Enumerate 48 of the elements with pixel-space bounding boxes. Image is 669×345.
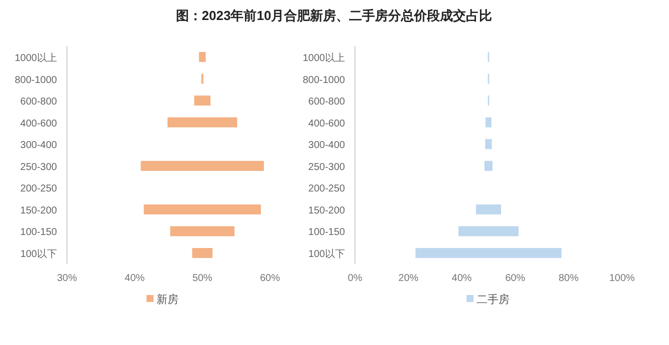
- y-tick-label: 250-300: [20, 162, 58, 173]
- bar: [167, 117, 238, 128]
- bar: [484, 160, 493, 171]
- y-tick-label: 600-800: [308, 96, 346, 108]
- y-tick-label: 200-250: [20, 184, 58, 195]
- y-tick-label: 600-800: [20, 96, 58, 108]
- bar: [144, 204, 261, 214]
- legend-label: 新房: [156, 293, 178, 306]
- y-tick-label: 300-400: [20, 140, 58, 152]
- y-tick-label: 100-150: [308, 227, 346, 238]
- y-tick-label: 200-250: [308, 184, 346, 195]
- y-tick-label: 400-600: [308, 118, 346, 130]
- bar: [476, 204, 502, 214]
- x-tick-label: 40%: [452, 273, 472, 284]
- bar: [198, 52, 206, 62]
- text: 图：2023年前10月合肥新房、二手房分总价段成交占比: [176, 8, 492, 23]
- y-tick-label: 100以下: [308, 248, 345, 260]
- y-tick-label: 800-1000: [14, 74, 58, 86]
- legend: 二手房: [466, 294, 510, 306]
- x-tick-label: 60%: [505, 273, 526, 284]
- bar: [458, 226, 519, 236]
- x-tick-label: 20%: [398, 273, 419, 284]
- y-tick-label: 150-200: [20, 205, 58, 216]
- y-tick-label: 100-150: [20, 227, 58, 238]
- y-tick-label: 300-400: [308, 140, 346, 152]
- y-tick-label: 250-300: [308, 162, 346, 173]
- legend-label: 二手房: [476, 293, 510, 306]
- y-tick-label: 1000以上: [302, 52, 345, 64]
- bar: [486, 117, 492, 128]
- y-tick-label: 800-1000: [302, 74, 346, 86]
- x-tick-label: 60%: [260, 273, 280, 284]
- legend: 新房: [146, 294, 178, 306]
- x-tick-label: 30%: [56, 273, 78, 284]
- bar: [140, 160, 264, 171]
- bar: [415, 248, 562, 258]
- bar: [170, 226, 234, 236]
- x-tick-label: 80%: [558, 273, 579, 284]
- y-tick-label: 100以下: [20, 248, 57, 260]
- y-tick-label: 1000以上: [14, 52, 57, 64]
- x-tick-label: 100%: [609, 273, 635, 284]
- y-tick-label: 150-200: [308, 205, 346, 216]
- bar: [485, 139, 492, 150]
- bar: [192, 248, 212, 258]
- y-tick-label: 400-600: [20, 118, 58, 130]
- x-tick-label: 0%: [348, 273, 362, 284]
- x-tick-label: 40%: [124, 273, 145, 284]
- x-tick-label: 50%: [192, 273, 212, 284]
- bar: [194, 96, 210, 106]
